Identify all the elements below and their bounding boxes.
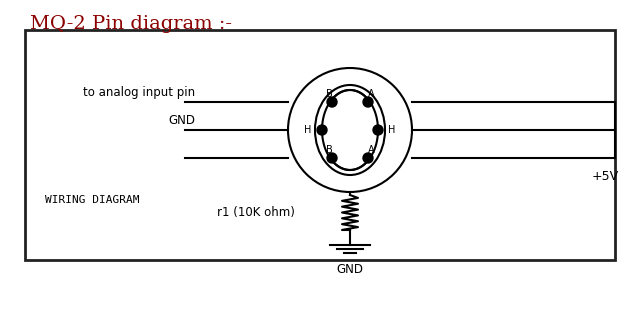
- Circle shape: [363, 97, 373, 107]
- Text: GND: GND: [168, 114, 195, 127]
- Circle shape: [327, 97, 337, 107]
- Text: to analog input pin: to analog input pin: [83, 86, 195, 99]
- Text: A: A: [367, 89, 374, 99]
- Circle shape: [373, 125, 383, 135]
- FancyBboxPatch shape: [25, 30, 615, 260]
- Text: +5V: +5V: [592, 170, 619, 183]
- Text: B: B: [326, 145, 332, 155]
- Text: H: H: [389, 125, 396, 135]
- Circle shape: [317, 125, 327, 135]
- Text: r1 (10K ohm): r1 (10K ohm): [217, 206, 295, 219]
- Text: MQ-2 Pin diagram :-: MQ-2 Pin diagram :-: [30, 15, 232, 33]
- Text: A: A: [367, 145, 374, 155]
- Text: GND: GND: [337, 263, 364, 276]
- Circle shape: [363, 153, 373, 163]
- Text: WIRING DIAGRAM: WIRING DIAGRAM: [45, 195, 139, 205]
- Text: B: B: [326, 89, 332, 99]
- Circle shape: [327, 153, 337, 163]
- Text: H: H: [304, 125, 312, 135]
